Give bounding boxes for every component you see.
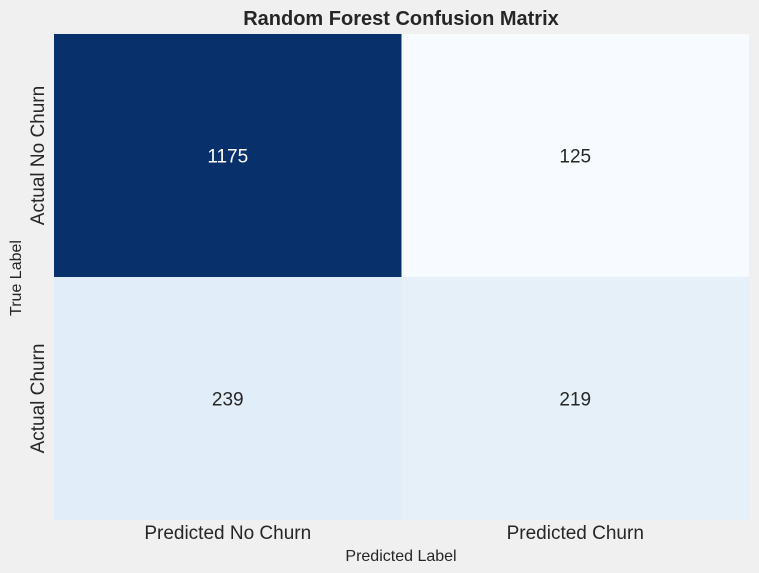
cell-value-r0-c0: 1175 bbox=[207, 147, 248, 168]
cell-value-r1-c0: 239 bbox=[212, 390, 244, 411]
y-tick-label: Actual Churn bbox=[28, 344, 49, 454]
x-axis-label: Predicted Label bbox=[345, 548, 456, 565]
x-tick-labels: Predicted No Churn Predicted Churn bbox=[144, 523, 644, 544]
heatmap-cell-r1-c1 bbox=[401, 277, 749, 520]
cell-value-r0-c1: 125 bbox=[559, 147, 591, 168]
x-tick-label: Predicted No Churn bbox=[144, 523, 311, 544]
heatmap-cell-r0-c1 bbox=[401, 34, 749, 277]
chart-title: Random Forest Confusion Matrix bbox=[243, 8, 559, 30]
x-tick-label: Predicted Churn bbox=[507, 523, 644, 544]
heatmap-cell-r1-c0 bbox=[54, 277, 402, 520]
y-tick-label: Actual No Churn bbox=[28, 86, 49, 225]
y-axis-label: True Label bbox=[8, 240, 25, 316]
cell-value-r1-c1: 219 bbox=[559, 390, 591, 411]
y-tick-labels: Actual No Churn Actual Churn bbox=[28, 86, 49, 454]
heatmap-cell-r0-c0 bbox=[54, 34, 402, 277]
heatmap-cells: 1175 125 239 219 bbox=[54, 34, 749, 520]
